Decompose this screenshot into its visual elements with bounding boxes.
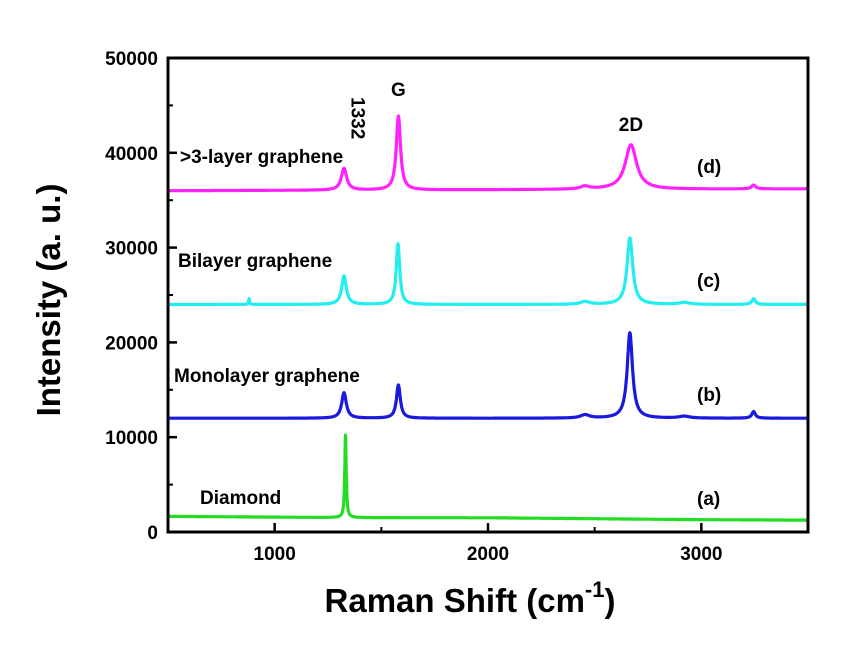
series-name-label: Diamond [200,488,281,509]
series-tag-label: (c) [697,271,720,292]
series-name-label: Bilayer graphene [178,251,332,272]
x-axis-title-close: ) [604,582,615,619]
series-line [166,331,810,420]
y-tick-label: 10000 [105,428,158,449]
series-name-label: Monolayer graphene [174,366,360,387]
series-layer [166,114,810,522]
x-axis-title-main: Raman Shift (cm [325,582,585,619]
x-tick-label: 2000 [467,544,509,565]
y-tick-label: 30000 [105,239,158,260]
y-tick-label: 50000 [105,49,158,70]
series-tag-label: (a) [697,489,720,510]
peak-label: 1332 [346,97,367,139]
series-line [166,433,810,522]
series-name-label: >3-layer graphene [180,147,343,168]
x-axis-title-sup: -1 [585,577,605,602]
plot-frame [166,56,810,534]
peak-label: 2D [619,115,643,136]
series-tag-label: (d) [697,157,721,178]
series-line [166,236,810,307]
y-tick-label: 0 [147,523,158,544]
label-layer: Diamond (a) Monolayer graphene (b) Bilayer g… [174,80,721,510]
x-tick-label: 1000 [254,544,296,565]
y-tick-label: 20000 [105,333,158,354]
y-axis-title: Intensity (a. u.) [30,184,67,417]
x-axis-title: Raman Shift (cm-1) [325,577,616,619]
peak-label: G [391,80,406,101]
y-tick-label: 40000 [105,144,158,165]
series-line [166,114,810,193]
x-tick-label: 3000 [680,544,722,565]
series-tag-label: (b) [697,385,721,406]
